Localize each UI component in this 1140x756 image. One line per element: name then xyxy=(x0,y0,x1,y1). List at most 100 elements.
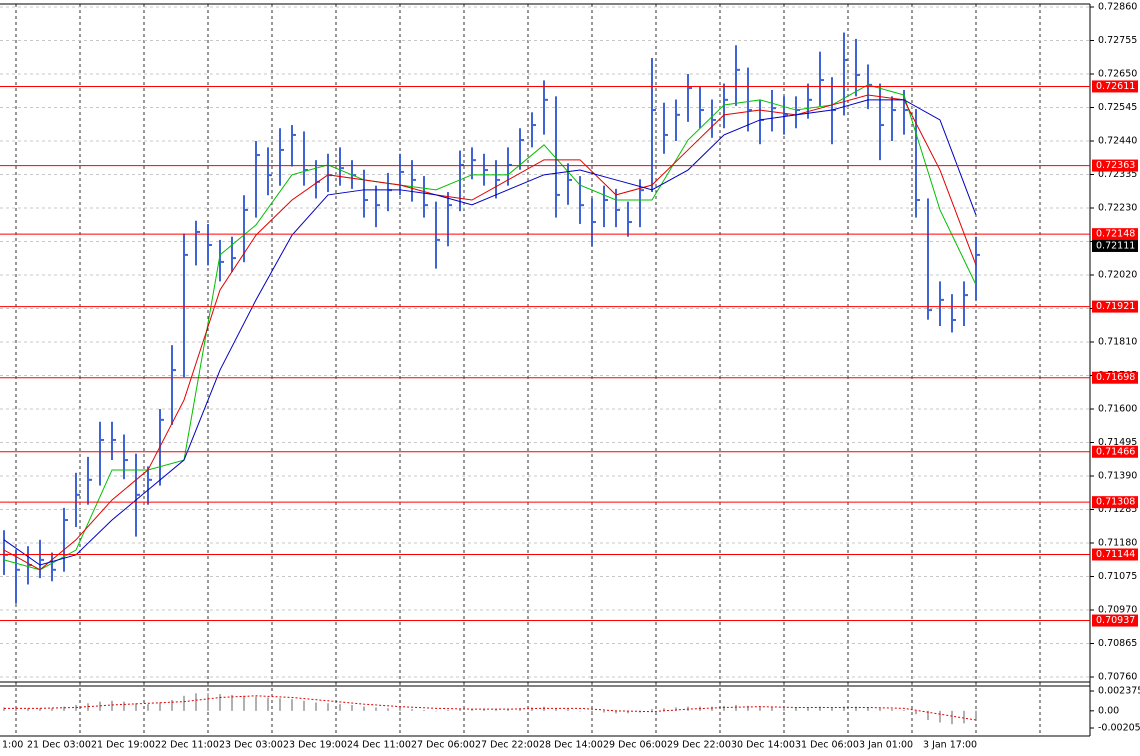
osc-bar xyxy=(3,707,5,711)
x-tick-label: 21 Dec 19:00 xyxy=(91,740,155,751)
osc-bar xyxy=(255,696,257,711)
osc-bar xyxy=(651,709,653,711)
osc-bar xyxy=(39,708,41,711)
y-tick-label: 0.71390 xyxy=(1098,471,1137,482)
osc-bar xyxy=(771,706,773,711)
osc-bar xyxy=(711,706,713,711)
osc-bar xyxy=(435,710,437,712)
y-tick-label: 0.72020 xyxy=(1098,270,1137,281)
level-label: 0.71308 xyxy=(1096,497,1135,508)
osc-bar xyxy=(747,705,749,711)
level-label: 0.71466 xyxy=(1096,446,1135,457)
level-label-box xyxy=(1092,548,1138,561)
osc-bar xyxy=(159,702,161,711)
level-label-box xyxy=(1092,496,1138,509)
osc-bar xyxy=(627,710,629,714)
osc-bar xyxy=(459,709,461,711)
osc-bar xyxy=(243,695,245,711)
y-tick-label: 0.71285 xyxy=(1098,504,1137,515)
x-tick-label: 27 Dec 22:00 xyxy=(475,740,539,751)
osc-bar xyxy=(555,708,557,711)
osc-bar xyxy=(195,693,197,711)
osc-bar xyxy=(171,699,173,711)
y-tick-label: 0.71810 xyxy=(1098,337,1137,348)
osc-bar xyxy=(483,709,485,711)
osc-bar xyxy=(231,694,233,711)
y-tick-label: 0.71600 xyxy=(1098,404,1137,415)
level-label-box xyxy=(1092,300,1138,313)
osc-bar xyxy=(339,704,341,711)
osc-bar xyxy=(183,695,185,711)
x-tick-label: 21 Dec 03:00 xyxy=(27,740,91,751)
osc-bar xyxy=(51,708,53,711)
osc-bar xyxy=(903,709,905,711)
x-tick-label: 30 Dec 14:00 xyxy=(731,740,795,751)
osc-bar xyxy=(135,703,137,711)
osc-bar xyxy=(519,708,521,711)
osc-bar xyxy=(507,709,509,711)
x-tick-label: 23 Dec 03:00 xyxy=(219,740,283,751)
y-tick-label: 0.70865 xyxy=(1098,638,1137,649)
moving-average xyxy=(3,84,977,571)
osc-bar xyxy=(963,710,965,724)
osc-bar xyxy=(831,707,833,711)
osc-y-tick-label: -0.002058 xyxy=(1098,723,1140,734)
osc-bar xyxy=(111,700,113,711)
y-tick-label: 0.71075 xyxy=(1098,571,1137,582)
x-tick-label: 3 Jan 17:00 xyxy=(923,740,977,751)
osc-bar xyxy=(915,710,917,715)
osc-bar xyxy=(267,697,269,711)
osc-bar xyxy=(951,710,953,725)
osc-bar xyxy=(975,710,977,721)
osc-bar xyxy=(147,704,149,711)
osc-bar xyxy=(531,707,533,711)
osc-bar xyxy=(291,699,293,711)
osc-bar xyxy=(75,704,77,711)
osc-y-tick-label: 0.002375 xyxy=(1098,686,1140,697)
osc-bar xyxy=(843,706,845,711)
level-label: 0.71144 xyxy=(1096,549,1135,560)
osc-y-tick-label: 0.00 xyxy=(1098,705,1119,716)
level-label-box xyxy=(1092,80,1138,93)
osc-bar xyxy=(855,706,857,711)
osc-bar xyxy=(867,707,869,711)
osc-bar xyxy=(375,707,377,711)
level-label-box xyxy=(1092,614,1138,627)
osc-bar xyxy=(735,704,737,711)
level-label-box xyxy=(1092,228,1138,241)
level-label-box xyxy=(1092,445,1138,458)
osc-bar xyxy=(123,701,125,711)
osc-bar xyxy=(207,693,209,711)
y-tick-label: 0.72650 xyxy=(1098,69,1137,80)
level-label: 0.72611 xyxy=(1096,81,1135,92)
x-tick-label: 23 Dec 19:00 xyxy=(283,740,347,751)
y-tick-label: 0.72230 xyxy=(1098,203,1137,214)
osc-bar xyxy=(927,710,929,721)
osc-bar xyxy=(807,707,809,711)
osc-bar xyxy=(579,710,581,712)
osc-bar xyxy=(723,705,725,711)
price-label: 0.72111 xyxy=(1096,240,1135,251)
osc-bar xyxy=(363,706,365,711)
level-label: 0.72148 xyxy=(1096,229,1135,240)
x-tick-label: 29 Dec 06:00 xyxy=(603,740,667,751)
y-tick-label: 0.72755 xyxy=(1098,35,1137,46)
y-tick-label: 0.72860 xyxy=(1098,2,1137,13)
osc-bar xyxy=(387,708,389,711)
osc-bar xyxy=(303,700,305,711)
x-tick-label: 28 Dec 14:00 xyxy=(539,740,603,751)
level-label: 0.71921 xyxy=(1096,301,1135,312)
x-tick-label: 24 Dec 11:00 xyxy=(347,740,411,751)
osc-bar xyxy=(615,710,617,714)
level-label: 0.70937 xyxy=(1096,615,1135,626)
osc-bar xyxy=(471,709,473,711)
price-label-box xyxy=(1092,239,1138,252)
osc-bar xyxy=(315,702,317,711)
osc-bar xyxy=(219,694,221,711)
y-tick-label: 0.71495 xyxy=(1098,437,1137,448)
osc-bar xyxy=(15,708,17,711)
level-label: 0.71698 xyxy=(1096,372,1135,383)
y-tick-label: 0.70760 xyxy=(1098,672,1137,683)
osc-bar xyxy=(759,706,761,711)
